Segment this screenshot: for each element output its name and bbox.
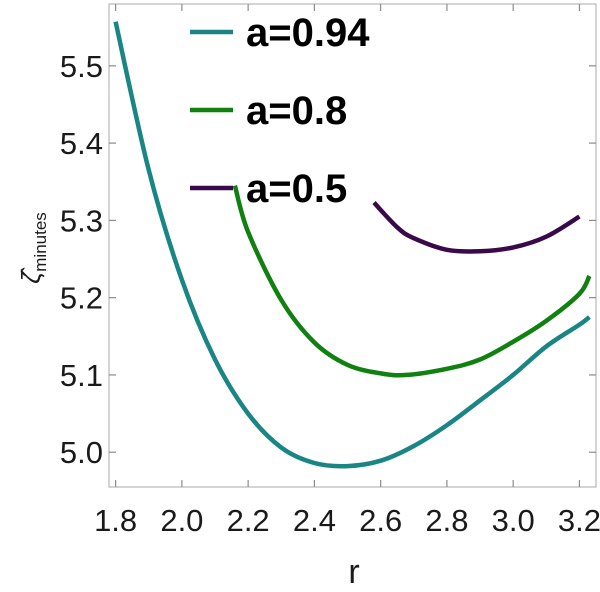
y-tick-label: 5.1	[60, 358, 103, 393]
x-tick-label: 3.0	[492, 503, 535, 538]
ticks-layer: 1.8 2.0 2.2 2.4 2.6 2.8 3.0 3.2 5.0 5.1 5.2 5.3 5.4 5…	[60, 4, 600, 538]
series-line-1	[113, 21, 591, 469]
series-line-3	[372, 201, 581, 254]
x-tick-label: 2.8	[425, 503, 468, 538]
y-tick-label: 5.5	[60, 49, 103, 84]
y-tick-label: 5.0	[60, 435, 103, 470]
y-tick-label: 5.3	[60, 203, 103, 238]
legend-label-2: a=0.8	[246, 89, 347, 133]
legend: a=0.94 a=0.8 a=0.5	[190, 11, 370, 211]
y-axis-label-subscript: minutes	[31, 212, 50, 272]
y-tick-label: 5.4	[60, 126, 103, 161]
y-tick-label: 5.2	[60, 281, 103, 316]
x-tick-label: 2.4	[293, 503, 336, 538]
x-tick-label: 2.2	[227, 503, 270, 538]
y-axis-label: ζ̂minutes	[16, 212, 50, 284]
plot-frame	[108, 3, 597, 488]
x-tick-label: 3.2	[558, 503, 600, 538]
series-line-2	[232, 184, 592, 378]
x-tick-label: 2.6	[359, 503, 402, 538]
legend-label-3: a=0.5	[246, 167, 347, 211]
series-layer	[113, 21, 592, 469]
x-axis-label: r	[348, 553, 359, 591]
x-tick-label: 1.8	[94, 503, 137, 538]
x-tick-label: 2.0	[160, 503, 203, 538]
legend-label-1: a=0.94	[246, 11, 370, 55]
